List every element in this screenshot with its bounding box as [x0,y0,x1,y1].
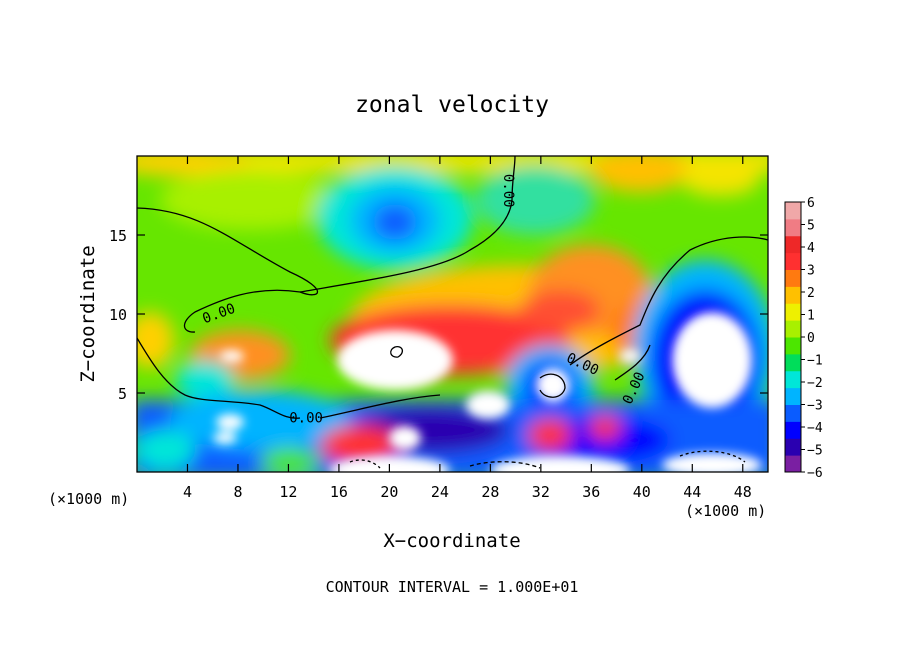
x-tick-label: 44 [683,483,701,501]
contour-label: 0.00 [289,410,323,426]
colorbar-swatch [785,353,801,372]
colorbar-swatch [785,337,801,355]
x-tick-label: 28 [481,483,499,501]
y-axis-ticks: 5 10 15 [109,227,768,403]
x-tick-label: 8 [233,483,242,501]
colorbar-swatch [785,269,801,287]
chart-title: zonal velocity [355,92,549,118]
y-tick-label: 15 [109,227,127,245]
x-tick-label: 20 [380,483,398,501]
y-scale-note: (×1000 m) [48,490,129,508]
x-tick-label: 36 [582,483,600,501]
colorbar-swatch [785,370,801,389]
colorbar-tick-label: −1 [807,354,823,369]
colorbar-swatch [785,202,801,220]
colorbar-swatch [785,455,801,473]
colorbar-swatch [785,438,801,456]
x-axis-ticks: 4 8 12 16 20 24 28 32 36 40 44 48 [183,156,752,501]
x-tick-label: 4 [183,483,192,501]
colorbar-tick-label: 1 [807,309,815,324]
x-tick-label: 48 [734,483,752,501]
colorbar-tick-label: −4 [807,421,823,436]
heatmap-field: 0.000.000.000.000.00 [137,156,768,472]
colorbar-tick-label: −3 [807,399,823,414]
colorbar-tick-label: 3 [807,264,815,279]
colorbar-tick-label: 2 [807,286,815,301]
colorbar: 6 5 4 3 2 1 0 −1 −2 −3 −4 −5 −6 [784,196,823,481]
colorbar-swatch [785,387,801,405]
colorbar-swatch [785,252,801,270]
x-tick-label: 40 [633,483,651,501]
y-tick-label: 10 [109,306,127,324]
colorbar-swatch [785,286,801,304]
colorbar-tick-label: −5 [807,444,823,459]
y-axis-label: Z−coordinate [77,245,99,382]
x-scale-note: (×1000 m) [685,502,766,520]
colorbar-tick-label: 6 [807,196,815,211]
colorbar-swatch [785,235,801,254]
colorbar-tick-label: 5 [807,219,815,234]
colorbar-swatch [785,421,801,439]
colorbar-tick-label: 0 [807,331,815,346]
contour-interval-note: CONTOUR INTERVAL = 1.000E+01 [326,578,579,596]
x-axis-label: X−coordinate [383,530,520,552]
contour-label: 0.00 [500,174,516,208]
colorbar-tick-label: 4 [807,241,815,256]
colorbar-swatch [785,320,801,338]
x-tick-label: 32 [532,483,550,501]
colorbar-swatch [785,404,801,422]
x-tick-label: 12 [279,483,297,501]
y-tick-label: 5 [118,385,127,403]
colorbar-tick-label: −2 [807,376,823,391]
colorbar-swatch [785,218,801,237]
x-tick-label: 16 [330,483,348,501]
colorbar-swatch [785,303,801,321]
x-tick-label: 24 [431,483,449,501]
colorbar-tick-label: −6 [807,466,823,481]
